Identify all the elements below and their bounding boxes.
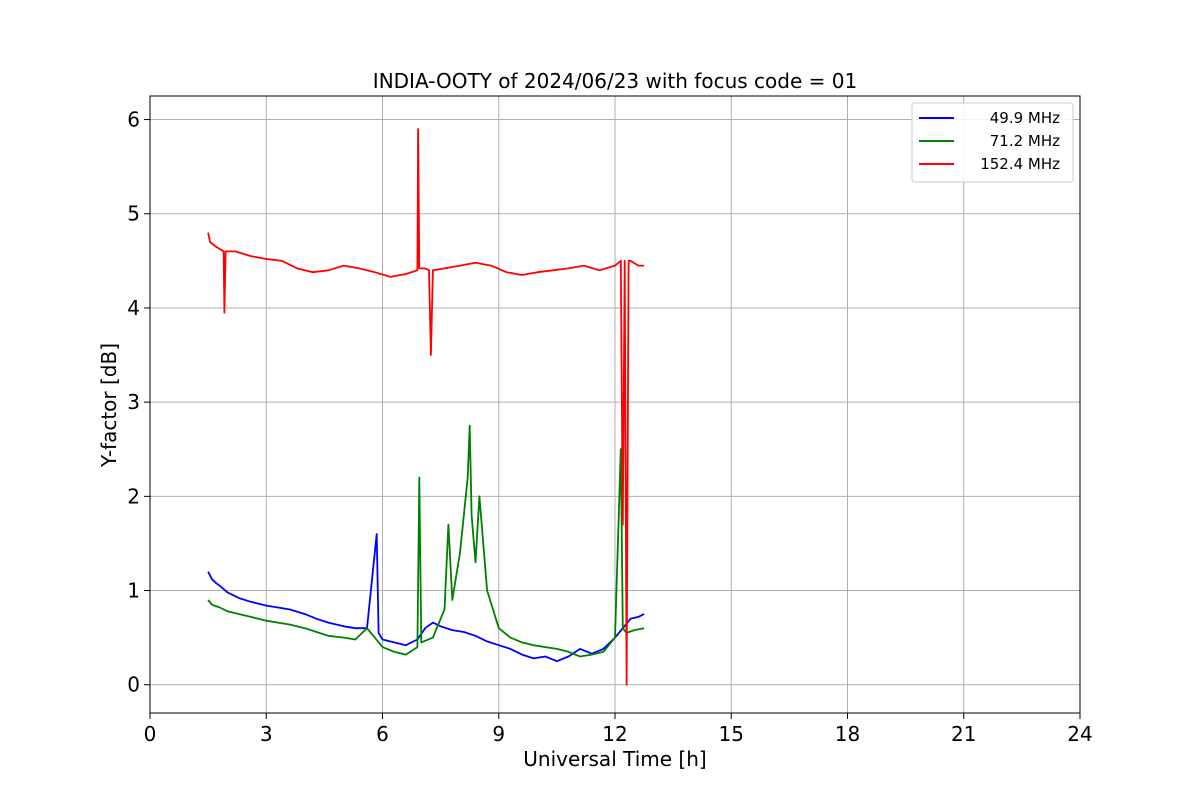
series-line-2 bbox=[207, 424, 645, 658]
x-tick-label: 15 bbox=[719, 722, 744, 746]
legend-label: 152.4 MHz bbox=[980, 155, 1060, 173]
y-tick-label: 2 bbox=[127, 484, 140, 508]
x-tick-label: 3 bbox=[260, 722, 273, 746]
y-tick-label: 1 bbox=[127, 579, 140, 603]
x-tick-label: 18 bbox=[835, 722, 860, 746]
legend: 49.9 MHz 71.2 MHz 152.4 MHz bbox=[911, 102, 1074, 183]
y-tick-label: 5 bbox=[127, 202, 140, 226]
x-tick-label: 12 bbox=[602, 722, 627, 746]
chart-title: INDIA-OOTY of 2024/06/23 with focus code… bbox=[373, 69, 857, 93]
x-tick-label: 21 bbox=[951, 722, 976, 746]
series-line-3 bbox=[207, 128, 645, 686]
x-tick-label: 0 bbox=[144, 722, 157, 746]
y-tick-label: 3 bbox=[127, 390, 140, 414]
x-tick-label: 9 bbox=[492, 722, 505, 746]
y-tick-label: 0 bbox=[127, 673, 140, 697]
y-tick-label: 6 bbox=[127, 108, 140, 132]
x-tick-label: 24 bbox=[1067, 722, 1092, 746]
y-axis-label: Y-factor [dB] bbox=[97, 343, 121, 468]
legend-box bbox=[911, 102, 1074, 183]
legend-label: 71.2 MHz bbox=[990, 132, 1060, 150]
y-tick-label: 4 bbox=[127, 296, 140, 320]
x-axis-label: Universal Time [h] bbox=[523, 747, 706, 771]
legend-label: 49.9 MHz bbox=[990, 109, 1060, 127]
series-lines bbox=[207, 128, 645, 686]
x-tick-label: 6 bbox=[376, 722, 389, 746]
